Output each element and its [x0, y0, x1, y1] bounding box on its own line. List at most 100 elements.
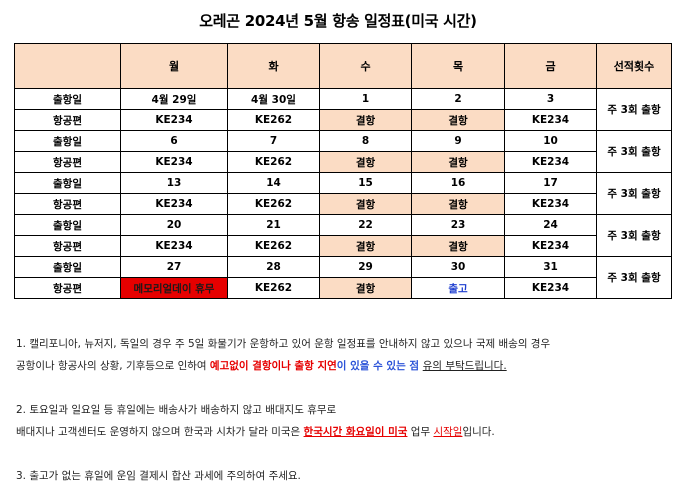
flight-cell: KE234 — [120, 235, 228, 257]
header-cell: 화 — [227, 43, 320, 89]
date-cell: 24 — [504, 214, 597, 236]
row-label: 항공편 — [14, 277, 121, 299]
flight-cell: KE234 — [120, 151, 228, 173]
flight-cell: KE234 — [504, 235, 597, 257]
date-cell: 1 — [319, 88, 412, 110]
note-1-line-2: 공항이나 항공사의 상황, 기후등으로 인하여 예고없이 결항이나 출항 지연이… — [16, 355, 670, 377]
cancelled-cell: 결항 — [319, 235, 412, 257]
flight-cell: KE262 — [227, 109, 320, 131]
flight-cell: KE234 — [504, 193, 597, 215]
note-2-mid: 업무 — [407, 426, 434, 438]
holiday-cell: 메모리얼데이 휴무 — [120, 277, 228, 299]
header-cell: 목 — [411, 43, 505, 89]
note-1-line-1: 1. 캘리포니아, 뉴저지, 독일의 경우 주 5일 화물기가 운항하고 있어 … — [16, 338, 551, 350]
note-1-red-highlight: 예고없이 결항이나 출항 지연 — [209, 360, 337, 372]
row-label: 항공편 — [14, 193, 121, 215]
note-2-end: 입니다. — [462, 426, 495, 438]
header-corner — [14, 43, 121, 89]
flight-row: 항공편 메모리얼데이 휴무 KE262 결항 출고 KE234 — [14, 277, 672, 299]
flight-cell: KE262 — [227, 193, 320, 215]
flight-cell: KE262 — [227, 151, 320, 173]
row-label: 출항일 — [14, 172, 121, 194]
flight-cell: KE234 — [120, 193, 228, 215]
cancelled-cell: 결항 — [319, 109, 412, 131]
date-cell: 13 — [120, 172, 228, 194]
cancelled-cell: 결항 — [319, 277, 412, 299]
date-cell: 22 — [319, 214, 412, 236]
date-cell: 4월 30일 — [227, 88, 320, 110]
row-label: 항공편 — [14, 109, 121, 131]
note-2-line-2: 배대지나 고객센터도 운영하지 않으며 한국과 시차가 달라 미국은 한국시간 … — [16, 421, 670, 443]
date-cell: 7 — [227, 130, 320, 152]
date-cell: 15 — [319, 172, 412, 194]
row-label: 출항일 — [14, 256, 121, 278]
schedule-table: 월 화 수 목 금 선적횟수 출항일 4월 29일 4월 30일 1 2 3 주 3회 출항 항공편 KE… — [14, 43, 672, 299]
note-1-blue-highlight: 이 있을 수 있는 점 — [336, 360, 423, 372]
header-cell: 금 — [504, 43, 597, 89]
note-2-text: 배대지나 고객센터도 운영하지 않으며 한국과 시차가 달라 미국은 — [16, 426, 304, 438]
flight-row: 항공편 KE234 KE262 결항 결항 KE234 — [14, 235, 672, 257]
header-cell: 선적횟수 — [596, 43, 672, 89]
flight-row: 항공편 KE234 KE262 결항 결항 KE234 — [14, 151, 672, 173]
note-1-text: 공항이나 항공사의 상황, 기후등으로 인하여 — [16, 360, 210, 372]
date-cell: 9 — [411, 130, 505, 152]
notes: 1. 캘리포니아, 뉴저지, 독일의 경우 주 5일 화물기가 운항하고 있어 … — [16, 333, 670, 487]
flight-cell: KE234 — [504, 277, 597, 299]
note-2-red-underline: 시작일 — [433, 426, 463, 438]
date-cell: 3 — [504, 88, 597, 110]
header-cell: 수 — [319, 43, 412, 89]
note-2-line-1: 2. 토요일과 일요일 등 휴일에는 배송사가 배송하지 않고 배대지도 휴무로 — [16, 404, 337, 416]
flight-cell: KE234 — [120, 109, 228, 131]
date-cell: 31 — [504, 256, 597, 278]
cancelled-cell: 결항 — [411, 151, 505, 173]
date-cell: 21 — [227, 214, 320, 236]
flight-row: 항공편 KE234 KE262 결항 결항 KE234 — [14, 109, 672, 131]
shipping-frequency: 주 3회 출항 — [596, 130, 672, 173]
shipping-frequency: 주 3회 출항 — [596, 256, 672, 299]
row-label: 출항일 — [14, 130, 121, 152]
header-cell: 월 — [120, 43, 228, 89]
shipping-frequency: 주 3회 출항 — [596, 88, 672, 131]
row-label: 출항일 — [14, 214, 121, 236]
departure-row: 출항일 4월 29일 4월 30일 1 2 3 주 3회 출항 — [14, 88, 672, 131]
cancelled-cell: 결항 — [319, 193, 412, 215]
note-2-red-highlight: 한국시간 화요일이 미국 — [303, 426, 408, 438]
flight-cell: KE234 — [504, 151, 597, 173]
date-cell: 16 — [411, 172, 505, 194]
date-cell: 20 — [120, 214, 228, 236]
flight-cell: KE234 — [504, 109, 597, 131]
date-cell: 23 — [411, 214, 505, 236]
date-cell: 6 — [120, 130, 228, 152]
date-cell: 17 — [504, 172, 597, 194]
date-cell: 10 — [504, 130, 597, 152]
page-title: 오레곤 2024년 5월 항송 일정표(미국 시간) — [199, 12, 477, 30]
departure-row: 출항일 27 28 29 30 31 주 3회 출항 — [14, 256, 672, 299]
date-cell: 29 — [319, 256, 412, 278]
table-header-row: 월 화 수 목 금 선적횟수 — [14, 43, 672, 89]
cancelled-cell: 결항 — [411, 109, 505, 131]
row-label: 항공편 — [14, 235, 121, 257]
date-cell: 2 — [411, 88, 505, 110]
date-cell: 8 — [319, 130, 412, 152]
flight-cell: KE262 — [227, 277, 320, 299]
shipping-frequency: 주 3회 출항 — [596, 214, 672, 257]
date-cell: 27 — [120, 256, 228, 278]
date-cell: 4월 29일 — [120, 88, 228, 110]
departure-row: 출항일 6 7 8 9 10 주 3회 출항 — [14, 130, 672, 173]
note-3: 3. 출고가 없는 휴일에 운임 결제시 합산 과세에 주의하여 주세요. — [16, 470, 301, 482]
departure-row: 출항일 20 21 22 23 24 주 3회 출항 — [14, 214, 672, 257]
flight-cell: KE262 — [227, 235, 320, 257]
flight-row: 항공편 KE234 KE262 결항 결항 KE234 — [14, 193, 672, 215]
row-label: 항공편 — [14, 151, 121, 173]
shipping-frequency: 주 3회 출항 — [596, 172, 672, 215]
departure-row: 출항일 13 14 15 16 17 주 3회 출항 — [14, 172, 672, 215]
cancelled-cell: 결항 — [411, 235, 505, 257]
date-cell: 14 — [227, 172, 320, 194]
shipment-cell: 출고 — [411, 277, 505, 299]
row-label: 출항일 — [14, 88, 121, 110]
date-cell: 30 — [411, 256, 505, 278]
note-1-end: 유의 부탁드립니다. — [422, 360, 507, 372]
date-cell: 28 — [227, 256, 320, 278]
cancelled-cell: 결항 — [319, 151, 412, 173]
cancelled-cell: 결항 — [411, 193, 505, 215]
